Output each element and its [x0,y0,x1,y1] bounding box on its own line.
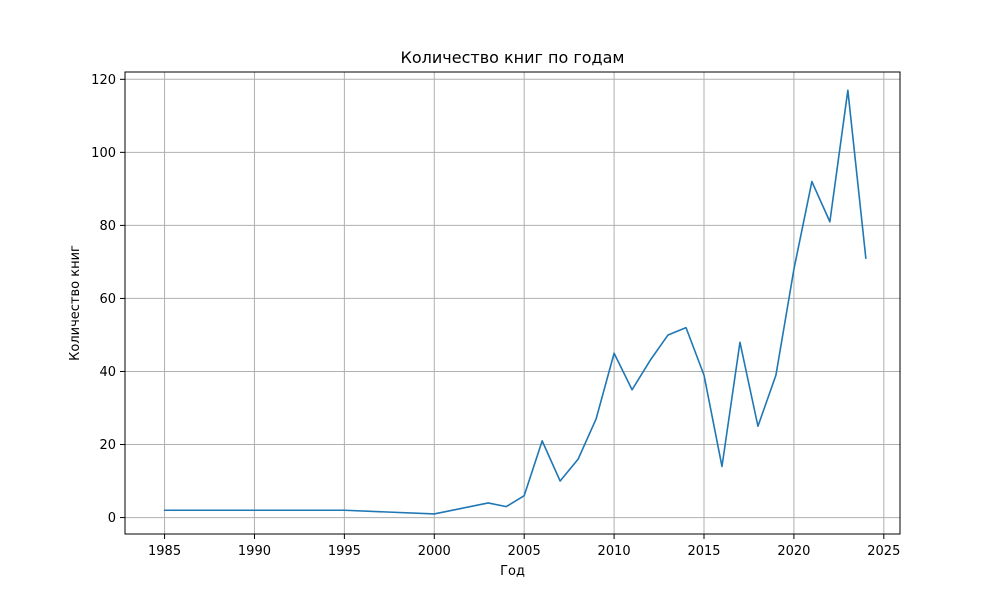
x-tick-label: 2020 [777,544,810,559]
plot-frame [124,71,901,535]
y-axis-label: Количество книг [68,245,83,361]
axis-ticks: 1985 1990 1995 2000 2005 2010 2015 2020 2025 0 20 4… [91,73,900,559]
y-tick-label: 20 [99,438,116,453]
y-tick-label: 60 [99,292,116,307]
y-tick-label: 80 [99,219,116,234]
chart-title: Количество книг по годам [401,48,625,67]
x-tick-label: 2005 [508,544,541,559]
x-tick-label: 2025 [867,544,900,559]
series-line [163,89,867,515]
y-tick-label: 40 [99,365,116,380]
x-tick-label: 1995 [328,544,361,559]
x-tick-label: 2010 [598,544,631,559]
grid-lines [125,72,900,534]
y-tick-label: 0 [108,511,116,526]
x-tick-label: 1990 [238,544,271,559]
x-tick-label: 2000 [418,544,451,559]
y-tick-label: 120 [91,73,116,88]
x-tick-label: 1985 [148,544,181,559]
x-tick-label: 2015 [687,544,720,559]
y-tick-label: 100 [91,146,116,161]
x-axis-label: Год [500,564,525,579]
series-layer [163,89,867,515]
